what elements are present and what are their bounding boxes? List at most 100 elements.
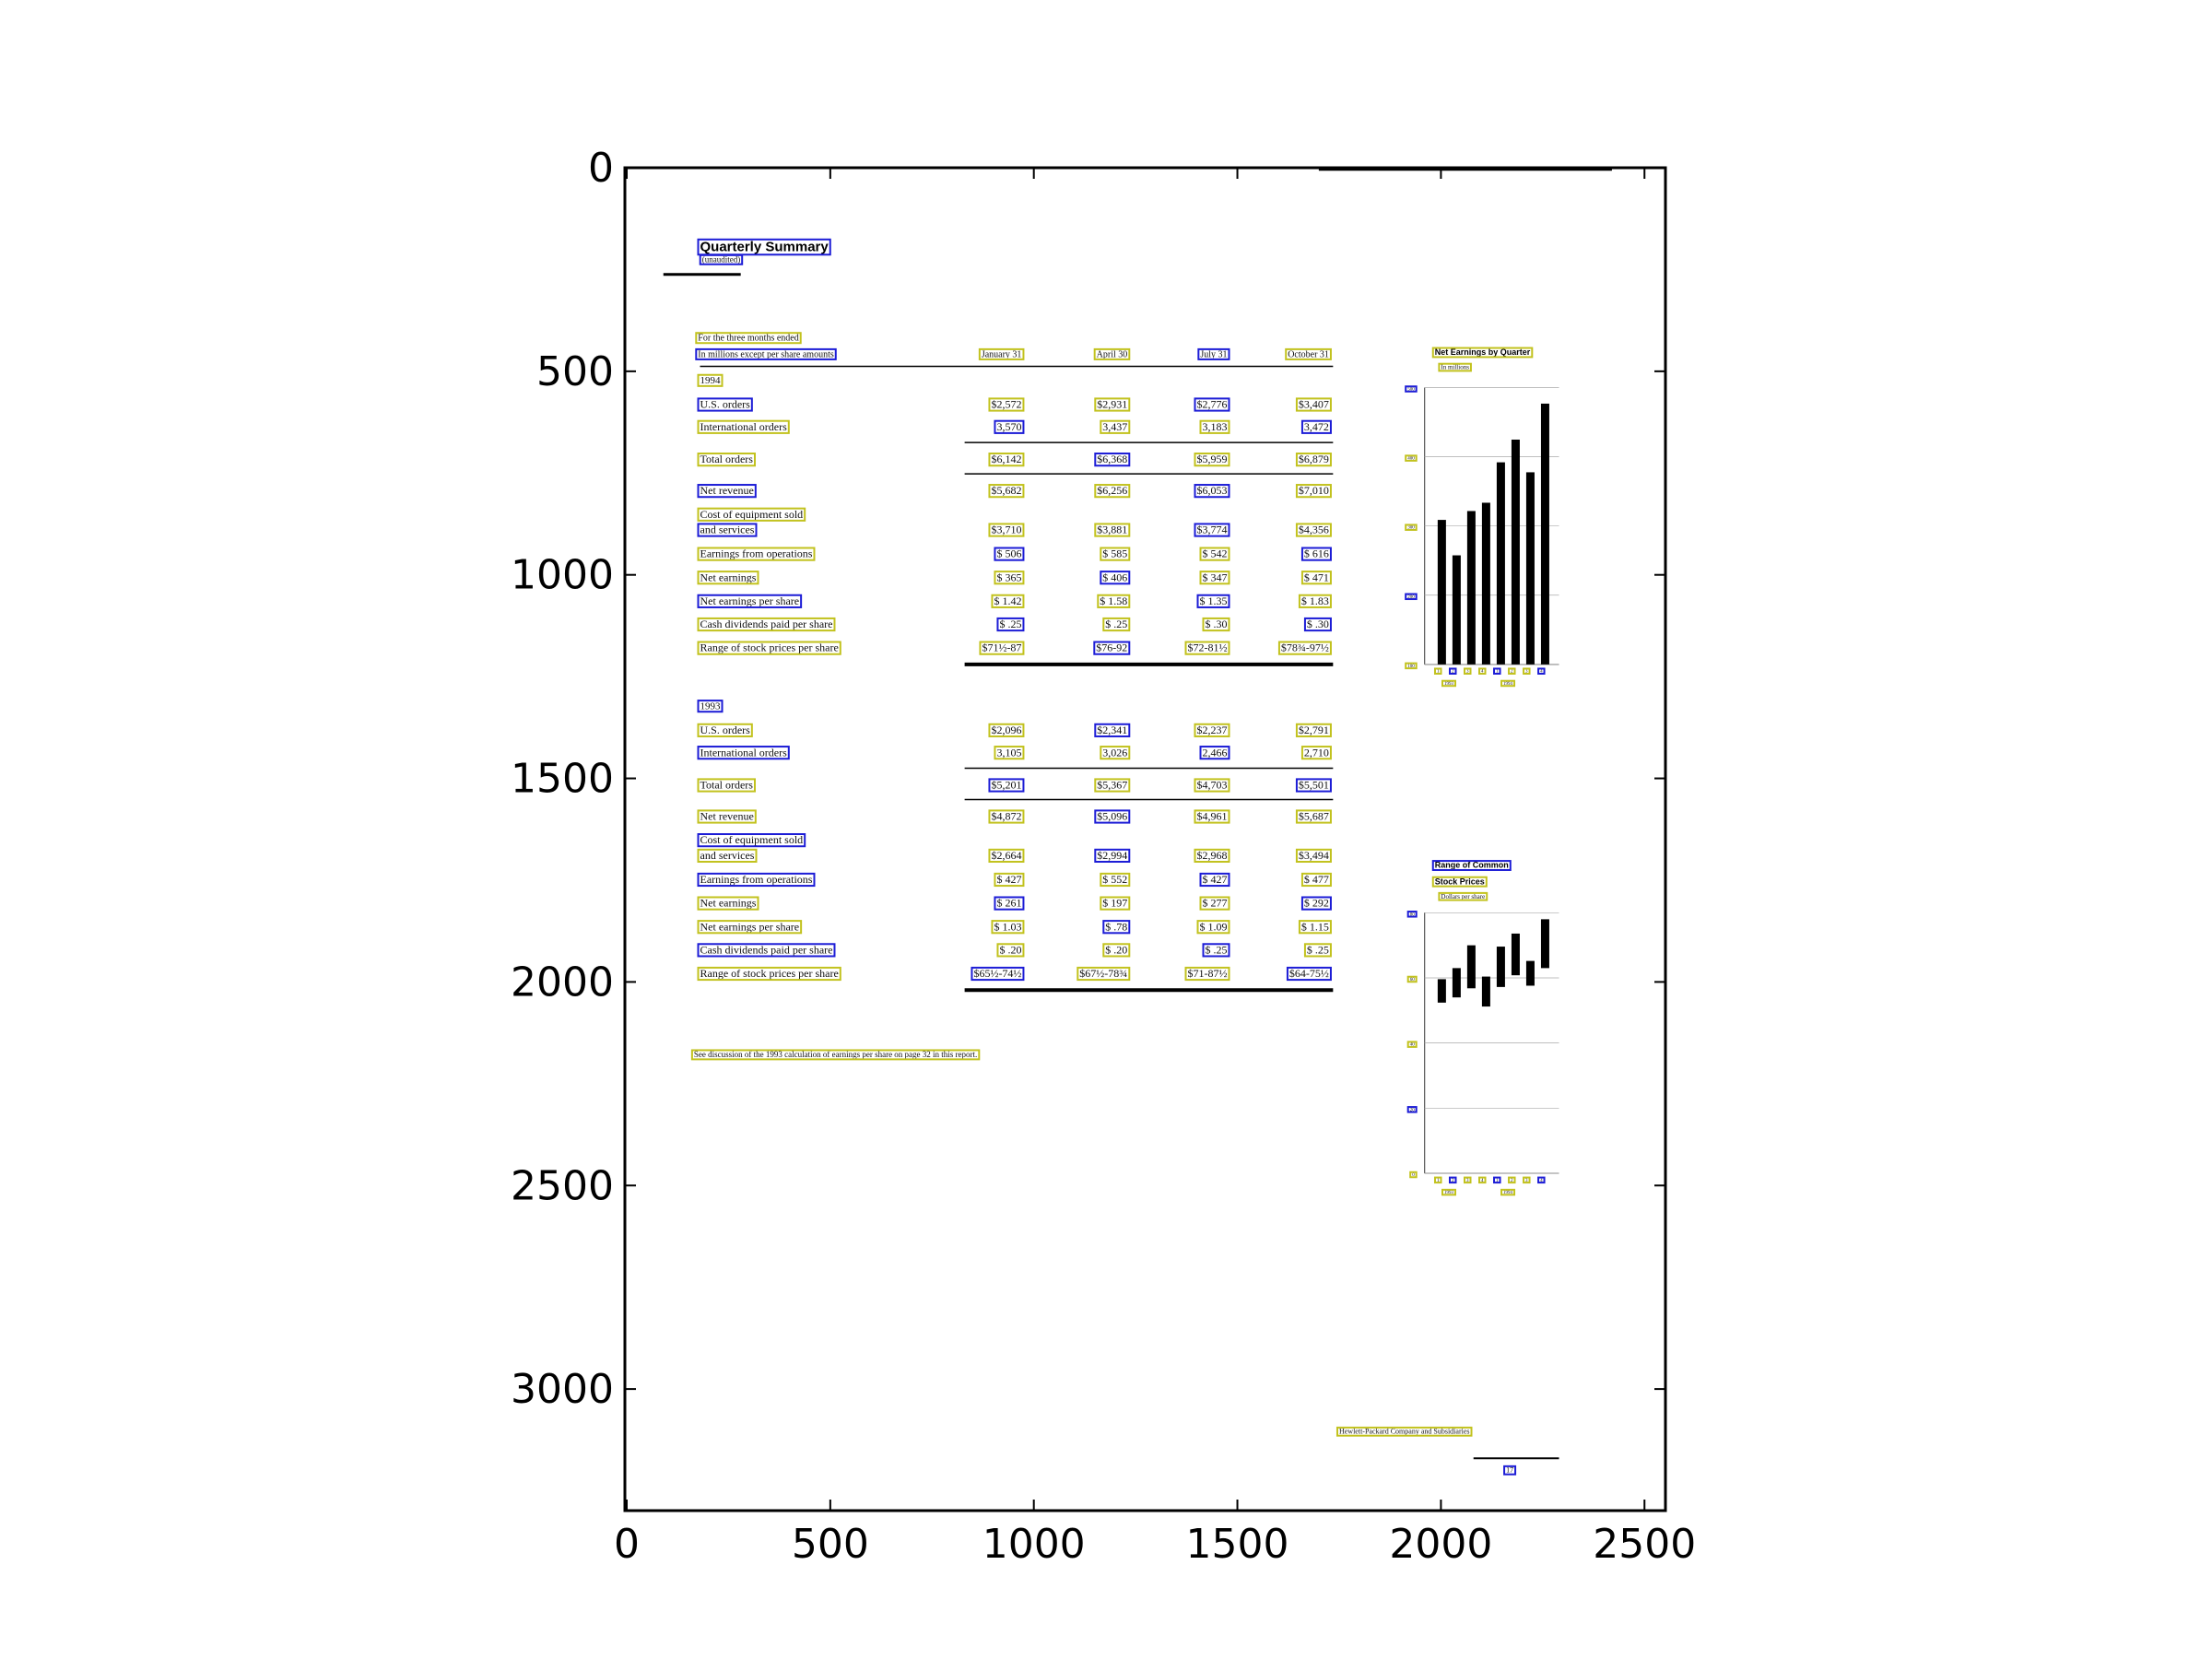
ocr-box bbox=[1094, 848, 1131, 864]
mini-x-tick: 2 bbox=[1452, 670, 1454, 675]
cell-value: $5,367 bbox=[1097, 779, 1127, 792]
cell-value: $3,494 bbox=[1299, 849, 1329, 862]
ocr-box bbox=[1523, 1176, 1531, 1184]
mini-x-tick: 4 bbox=[1540, 670, 1543, 675]
ocr-box bbox=[1194, 523, 1230, 537]
cell-value: $4,703 bbox=[1197, 779, 1228, 792]
row-label: International orders bbox=[700, 746, 788, 759]
ocr-box bbox=[1097, 594, 1131, 608]
cell-value: 3,183 bbox=[1203, 420, 1228, 433]
cell-value: $ 292 bbox=[1304, 897, 1329, 910]
row-label: Earnings from operations bbox=[700, 547, 813, 560]
cell-value: $6,053 bbox=[1197, 484, 1228, 497]
x-tick-label: 2000 bbox=[1389, 1521, 1492, 1568]
cell-value: $ .20 bbox=[999, 943, 1021, 956]
row-label: Cash dividends paid per share bbox=[700, 618, 833, 630]
ocr-box bbox=[1335, 1426, 1473, 1437]
cell-value: $2,341 bbox=[1097, 724, 1127, 736]
earnings-bar bbox=[1525, 472, 1535, 665]
column-header: July 31 bbox=[1200, 349, 1227, 359]
ocr-box bbox=[988, 778, 1025, 793]
ocr-box bbox=[1285, 347, 1332, 360]
ocr-box bbox=[1094, 723, 1131, 737]
mini-x-tick: 4 bbox=[1540, 1179, 1543, 1183]
ocr-box bbox=[697, 617, 836, 632]
ocr-box bbox=[697, 896, 759, 911]
cell-value: $ 471 bbox=[1304, 571, 1329, 583]
cell-value: $7,010 bbox=[1299, 484, 1329, 497]
ocr-box bbox=[994, 419, 1025, 434]
mini-x-tick: 4 bbox=[1481, 670, 1484, 675]
ocr-box bbox=[1464, 667, 1472, 675]
mini-chart-title: Range of Common bbox=[1435, 861, 1509, 870]
cell-value: 3,105 bbox=[996, 746, 1021, 759]
cell-value: $5,687 bbox=[1299, 810, 1329, 823]
table-caption: For the three months ended bbox=[698, 334, 798, 344]
ocr-box bbox=[1199, 419, 1230, 434]
mini-x-tick: 3 bbox=[1466, 1179, 1469, 1183]
ocr-box bbox=[1199, 571, 1230, 585]
ocr-box bbox=[1406, 975, 1418, 983]
row-label: Cash dividends paid per share bbox=[700, 943, 833, 956]
ocr-box bbox=[1077, 966, 1131, 982]
mini-y-tick: 500 bbox=[1407, 388, 1415, 393]
cell-value: $ 277 bbox=[1203, 897, 1228, 910]
ocr-box bbox=[1094, 523, 1131, 537]
ocr-box bbox=[697, 848, 758, 864]
row-label: Total orders bbox=[700, 779, 754, 792]
ocr-box bbox=[1194, 848, 1230, 864]
section-year: 1993 bbox=[700, 700, 722, 712]
ocr-box bbox=[1503, 1465, 1517, 1476]
cell-value: $6,879 bbox=[1299, 453, 1329, 465]
cell-value: $6,256 bbox=[1097, 484, 1127, 497]
ocr-box bbox=[1300, 419, 1332, 434]
ocr-box bbox=[1433, 1176, 1442, 1184]
earnings-bar bbox=[1437, 520, 1446, 665]
cell-value: $ 1.42 bbox=[994, 594, 1021, 607]
ocr-box bbox=[697, 453, 756, 467]
cell-value: $78¾-97½ bbox=[1281, 641, 1329, 654]
ocr-box bbox=[1431, 347, 1534, 359]
cell-value: $ 477 bbox=[1304, 873, 1329, 886]
cell-value: $ 552 bbox=[1102, 873, 1127, 886]
ocr-box bbox=[697, 641, 841, 655]
mini-y-tick: 80 bbox=[1410, 912, 1416, 917]
ocr-box bbox=[1295, 848, 1332, 864]
cell-value: $4,356 bbox=[1299, 524, 1329, 536]
cell-value: 3,026 bbox=[1102, 746, 1127, 759]
ocr-box bbox=[1405, 385, 1418, 393]
cell-value: $3,710 bbox=[991, 524, 1021, 536]
ocr-box bbox=[1102, 920, 1131, 935]
stock-range-bar bbox=[1481, 976, 1490, 1007]
cell-value: $ 1.58 bbox=[1100, 594, 1127, 607]
y-tick-label: 1000 bbox=[511, 552, 614, 599]
cell-value: $2,791 bbox=[1299, 724, 1329, 736]
ocr-box bbox=[1100, 571, 1131, 585]
column-header: January 31 bbox=[982, 349, 1022, 359]
cell-value: $ 1.09 bbox=[1200, 920, 1228, 933]
ocr-box bbox=[1199, 872, 1230, 888]
ocr-box bbox=[991, 594, 1025, 608]
footnote: See discussion of the 1993 calculation o… bbox=[694, 1050, 977, 1059]
ocr-box bbox=[1508, 667, 1516, 675]
ocr-box bbox=[1448, 667, 1457, 675]
stock-range-bar bbox=[1496, 947, 1505, 987]
table-caption: In millions except per share amounts bbox=[698, 349, 834, 359]
ocr-box bbox=[1100, 896, 1131, 911]
ocr-box bbox=[1295, 397, 1332, 412]
ocr-box bbox=[1194, 453, 1230, 467]
ocr-box bbox=[1194, 809, 1230, 824]
cell-value: $4,961 bbox=[1197, 810, 1228, 823]
y-tick-label: 3000 bbox=[511, 1366, 614, 1413]
ocr-box bbox=[1500, 1188, 1516, 1196]
row-label: Net earnings bbox=[700, 897, 757, 910]
ocr-box bbox=[1093, 641, 1131, 655]
mini-chart-subtitle: Dollars per share bbox=[1441, 893, 1485, 900]
y-tick-label: 2000 bbox=[511, 959, 614, 1006]
ocr-box bbox=[699, 253, 744, 265]
ocr-box bbox=[697, 397, 753, 412]
mini-y-tick: 0 bbox=[1412, 1173, 1415, 1178]
cell-value: $ 347 bbox=[1203, 571, 1228, 583]
ocr-box bbox=[697, 920, 803, 935]
ocr-box bbox=[1196, 594, 1230, 608]
